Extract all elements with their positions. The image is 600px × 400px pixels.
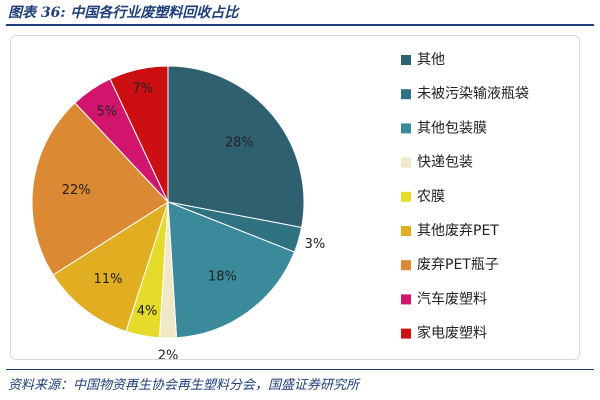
legend-label: 其他废弃PET xyxy=(417,223,499,239)
legend-item-9: 家电废塑料 xyxy=(401,325,487,342)
pie-slice-1 xyxy=(167,65,305,229)
legend-swatch xyxy=(401,226,411,236)
pie-chart: 28% 3% 18% 2% 4% 11% 22% 5% 7% 其他未被污染输液瓶袋其他包装膜快递… xyxy=(31,52,529,364)
legend-label: 农膜 xyxy=(417,189,445,205)
source-note: 资料来源：中国物资再生协会再生塑料分会，国盛证券研究所 xyxy=(8,378,360,393)
legend-item-4: 快递包装 xyxy=(401,155,473,171)
data-label-1: 28% xyxy=(225,136,254,151)
legend-swatch xyxy=(401,123,411,134)
data-label-8: 5% xyxy=(96,105,117,120)
legend-swatch xyxy=(401,55,411,65)
legend-label: 快递包装 xyxy=(417,155,473,171)
legend-label: 废弃PET瓶子 xyxy=(417,257,499,273)
pie-slice-9 xyxy=(109,65,169,203)
data-label-3: 18% xyxy=(208,269,237,284)
legend-item-1: 其他 xyxy=(401,52,445,68)
legend-swatch xyxy=(401,157,411,168)
data-label-4: 2% xyxy=(158,349,179,360)
legend-swatch xyxy=(401,260,411,271)
data-label-5: 4% xyxy=(137,304,158,319)
pie-slices xyxy=(31,65,305,339)
bottom-rule xyxy=(6,369,594,370)
pie-slice-6 xyxy=(52,200,169,332)
legend-item-3: 其他包装膜 xyxy=(401,120,487,136)
legend-swatch xyxy=(401,191,411,202)
legend-label: 其他包装膜 xyxy=(417,120,487,136)
data-label-7: 22% xyxy=(62,183,91,198)
legend-item-2: 未被污染输液瓶袋 xyxy=(401,86,529,102)
top-rule xyxy=(6,24,594,26)
legend-item-7: 废弃PET瓶子 xyxy=(401,257,499,273)
legend-label: 其他 xyxy=(417,52,445,68)
data-label-6: 11% xyxy=(94,272,123,287)
chart-panel: 28% 3% 18% 2% 4% 11% 22% 5% 7% 其他未被污染输液瓶袋 其他包装膜快递… xyxy=(10,35,580,364)
pie-slice-7 xyxy=(31,102,169,276)
legend-label: 家电废塑料 xyxy=(417,325,487,342)
legend-item-5: 农膜 xyxy=(401,189,445,205)
figure-title: 图表 36: 中国各行业废塑料回收占比 xyxy=(8,5,239,21)
legend-swatch xyxy=(401,294,411,305)
legend-label: 汽车废塑料 xyxy=(417,290,487,307)
legend-swatch xyxy=(401,328,411,339)
data-label-2: 3% xyxy=(305,237,326,252)
legend-item-8: 汽车废塑料 xyxy=(401,290,487,307)
pie-slice-3 xyxy=(167,201,296,339)
pie-data-labels: 28% 3% 18% 2% 4% 11% 22% 5% 7% xyxy=(62,82,326,364)
legend-swatch xyxy=(401,89,411,100)
legend-item-6: 其他废弃PET xyxy=(401,223,499,239)
data-label-9: 7% xyxy=(132,82,153,97)
legend-label: 未被污染输液瓶袋 xyxy=(417,86,529,102)
